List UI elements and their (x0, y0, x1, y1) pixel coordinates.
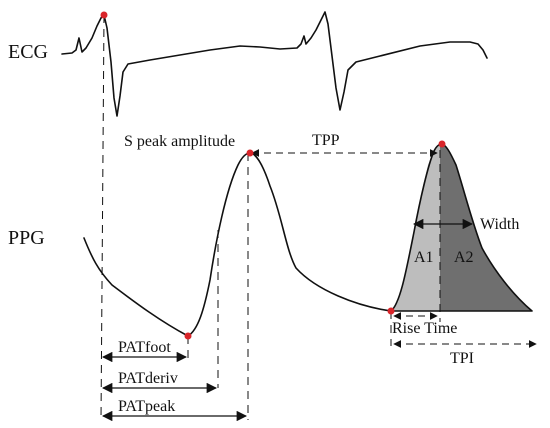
ecg-waveform (61, 11, 488, 117)
tpp-label: TPP (312, 132, 340, 149)
ppg-waveform (83, 143, 533, 337)
s-peak-amplitude-label: S peak amplitude (124, 133, 235, 150)
ppg2-peak-marker (438, 140, 446, 148)
ecg-label: ECG (8, 41, 48, 63)
area-a2-fill (440, 144, 532, 311)
pat-peak-label: PATpeak (118, 398, 175, 415)
ppg2-foot-marker (387, 307, 395, 315)
width-label: Width (480, 216, 519, 233)
area-a2-label: A2 (454, 249, 474, 266)
guide-ecg-r-peak (100, 14, 105, 421)
ppg-label: PPG (8, 227, 45, 249)
tpi-label: TPI (450, 350, 474, 367)
ppg-foot-marker (184, 332, 192, 340)
ppg-peak-marker (246, 149, 254, 157)
rise-time-label: Rise Time (392, 320, 457, 337)
pat-foot-label: PATfoot (118, 339, 171, 356)
area-a1-label: A1 (414, 249, 434, 266)
ecg-r-peak-marker (100, 11, 108, 19)
pat-deriv-label: PATderiv (118, 370, 178, 387)
